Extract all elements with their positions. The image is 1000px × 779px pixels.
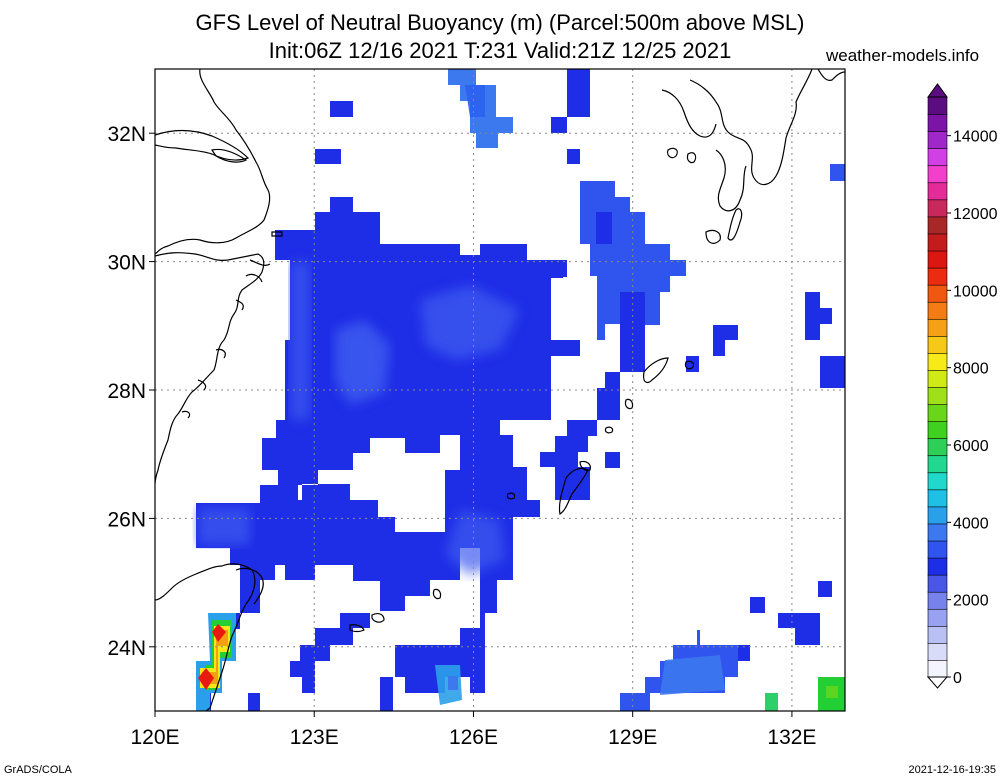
colorbar-max-arrow xyxy=(927,83,948,98)
colorbar-swatch xyxy=(927,523,948,542)
colorbar-swatch xyxy=(927,574,948,593)
axis-ticks: 120E 123E 126E 129E 132E 24N 26N 28N 30N 32N xyxy=(107,123,816,749)
colorbar-swatch xyxy=(927,130,948,149)
lon-tick-label: 123E xyxy=(290,726,339,749)
site-label: weather-models.info xyxy=(825,46,979,65)
colorbar-swatch xyxy=(927,284,948,303)
colorbar-swatch xyxy=(927,147,948,167)
colorbar-swatch xyxy=(927,625,948,644)
colorbar-swatch xyxy=(927,335,948,354)
colorbar-swatch xyxy=(927,437,948,457)
colorbar-swatch xyxy=(927,506,948,525)
map-title: GFS Level of Neutral Buoyancy (m) (Parce… xyxy=(196,10,805,35)
cell-green xyxy=(765,693,778,711)
colorbar-swatch xyxy=(927,369,948,388)
lon-tick-label: 132E xyxy=(767,726,816,749)
colorbar-swatch xyxy=(927,250,948,269)
colorbar-label: 2000 xyxy=(953,593,989,610)
colorbar-label: 4000 xyxy=(953,515,989,532)
footer-left: GrADS/COLA xyxy=(4,764,73,776)
map-subtitle: Init:06Z 12/16 2021 T:231 Valid:21Z 12/2… xyxy=(269,38,732,63)
colorbar-swatch xyxy=(927,386,948,405)
colorbar-swatch xyxy=(927,352,948,371)
buoyancy-region-core xyxy=(335,320,390,405)
colorbar-swatch xyxy=(927,216,948,235)
colorbar-swatch xyxy=(927,318,948,337)
colorbar-swatch xyxy=(927,454,948,474)
colorbar-swatch xyxy=(927,420,948,439)
colorbar-swatch xyxy=(927,489,948,508)
colorbar-swatch xyxy=(927,267,948,286)
lon-tick-label: 120E xyxy=(130,726,179,749)
colorbar-swatch xyxy=(927,659,948,678)
colorbar-label: 12000 xyxy=(953,206,998,223)
colorbar-swatch xyxy=(927,608,948,627)
colorbar-swatch xyxy=(927,557,948,576)
lat-tick-label: 24N xyxy=(107,637,146,660)
lat-tick-label: 26N xyxy=(107,508,146,531)
lat-tick-label: 30N xyxy=(107,252,146,275)
lon-tick-label: 129E xyxy=(608,726,657,749)
colorbar-swatch xyxy=(927,642,948,661)
colorbar: 0 2000 4000 6000 8000 10000 12000 14000 xyxy=(926,83,998,689)
colorbar-label: 6000 xyxy=(953,438,989,455)
footer-right: 2021-12-16-19:35 xyxy=(909,764,996,776)
colorbar-swatch xyxy=(927,181,948,201)
colorbar-label: 8000 xyxy=(953,361,989,378)
lat-tick-label: 28N xyxy=(107,380,146,403)
colorbar-swatch xyxy=(927,164,948,184)
colorbar-swatch xyxy=(927,233,948,252)
gridlines xyxy=(155,69,845,711)
coastlines xyxy=(155,69,845,711)
colorbar-swatch xyxy=(927,113,948,132)
colorbar-swatch xyxy=(927,471,948,491)
colorbar-swatch xyxy=(927,540,948,559)
lon-tick-label: 126E xyxy=(449,726,498,749)
lat-tick-label: 32N xyxy=(107,123,146,146)
colorbar-label: 14000 xyxy=(953,129,998,146)
colorbar-swatch xyxy=(927,591,948,610)
convection-hotspot xyxy=(196,613,236,711)
colorbar-swatch xyxy=(927,199,948,218)
map-panel: 120E 123E 126E 129E 132E 24N 26N 28N 30N 32N xyxy=(107,68,846,749)
cell xyxy=(330,101,353,117)
colorbar-label: 10000 xyxy=(953,283,998,300)
colorbar-swatch xyxy=(927,403,948,422)
colorbar-label: 0 xyxy=(953,670,962,687)
colorbar-swatch xyxy=(927,301,948,320)
buoyancy-field xyxy=(196,69,845,711)
colorbar-min-arrow xyxy=(926,676,949,689)
colorbar-swatch xyxy=(927,96,948,115)
